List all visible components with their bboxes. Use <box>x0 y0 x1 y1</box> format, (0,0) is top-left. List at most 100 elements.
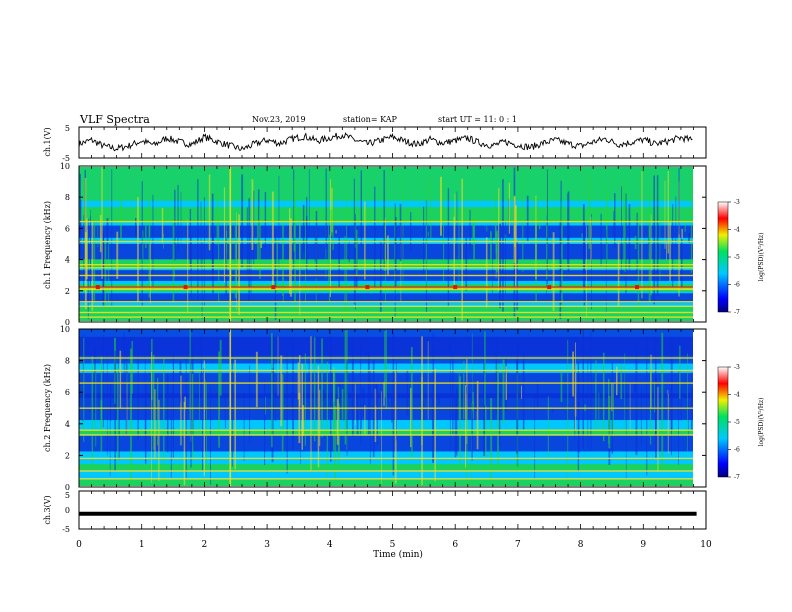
spectrogram-streak <box>552 232 555 311</box>
ch2-spectrogram-image <box>79 329 693 486</box>
spectrogram-streak <box>99 215 102 253</box>
spectrogram-streak <box>410 211 412 251</box>
spectrogram-streak <box>476 381 479 450</box>
spectrogram-streak <box>335 230 337 234</box>
spectrogram-streak <box>234 224 237 299</box>
spectrogram-streak <box>308 169 310 237</box>
ch1-spectrogram-image <box>79 167 693 321</box>
spectrogram-streak <box>109 395 111 477</box>
ch2-colorbar-scale <box>717 366 729 478</box>
spectrogram-streak <box>334 406 337 480</box>
spectrogram-red-line <box>79 286 693 288</box>
ch1-ytick-bottom: -5 <box>62 154 70 163</box>
spectrogram-streak <box>226 184 228 254</box>
colorbar-tick-label: -6 <box>734 447 740 454</box>
spectrogram-streak <box>154 389 156 460</box>
spectrogram-streak <box>402 169 404 291</box>
spectrogram-streak <box>421 336 423 486</box>
x-tick-label: 8 <box>578 540 584 550</box>
spectrogram-streak <box>536 380 539 407</box>
spectrogram-streak <box>646 336 648 476</box>
spectrogram-streak <box>102 230 105 304</box>
spectrogram-streak <box>333 368 336 437</box>
spectrogram-streak <box>142 230 144 268</box>
spectrogram-streak <box>116 231 119 279</box>
x-tick-label: 6 <box>452 540 458 550</box>
spectrogram-streak <box>199 368 200 433</box>
spectrogram-streak <box>313 337 316 442</box>
y-tick-label: 10 <box>60 162 70 171</box>
spectrogram-streak <box>495 338 497 414</box>
spectrogram-streak <box>688 232 690 243</box>
ch1-ytick-top: 5 <box>65 124 70 133</box>
spectrogram-streak <box>356 394 359 435</box>
x-tick-label: 4 <box>327 540 333 550</box>
spectrogram-streak <box>190 356 192 468</box>
spectrogram-band-mid <box>79 307 693 321</box>
spectrogram-streak <box>575 342 576 431</box>
spectrogram-streak <box>315 211 318 279</box>
ch2-colorbar: -3 -4 -5 -6 -7 log(PSD)(V²/Hz) <box>717 364 765 481</box>
spectrogram-streak <box>485 237 488 308</box>
spectrogram-streak <box>456 387 458 456</box>
spectrogram-streak <box>496 230 498 273</box>
spectrogram-band-line <box>79 240 693 243</box>
spectrogram-streak <box>438 397 440 406</box>
spectrogram-streak <box>453 216 455 289</box>
spectrogram-streak <box>614 193 616 248</box>
ch1-colorbar-scale <box>717 201 729 313</box>
spectrogram-streak <box>251 179 254 250</box>
x-tick-label: 10 <box>700 540 712 550</box>
spectrogram-streak <box>661 332 664 470</box>
spectrogram-streak <box>394 203 396 317</box>
spectrogram-streak <box>161 207 164 244</box>
spectrogram-streak <box>183 401 186 486</box>
x-tick-label: 7 <box>515 540 521 550</box>
spectrogram-streak <box>667 393 669 454</box>
spectrogram-streak <box>675 196 677 249</box>
ch1-waveform-panel: 5 -5 ch.1(V) <box>43 124 707 163</box>
spectrogram-streak <box>681 231 683 290</box>
spectrogram-streak <box>282 224 284 296</box>
spectrogram-streak <box>423 206 425 274</box>
spectrogram-streak <box>360 170 362 246</box>
y-tick-label: 8 <box>65 193 70 202</box>
spectrogram-streak <box>586 226 587 317</box>
spectrogram-streak <box>330 209 333 237</box>
spectrogram-streak <box>322 390 325 401</box>
y-tick-label: 2 <box>65 451 70 460</box>
spectrogram-streak <box>678 371 679 465</box>
spectrogram-streak <box>633 382 636 393</box>
spectrogram-streak <box>574 351 576 441</box>
y-tick-label: 10 <box>60 325 70 334</box>
spectrogram-streak <box>395 217 397 287</box>
spectrogram-streak <box>516 357 518 454</box>
spectrogram-red-marker <box>271 285 276 290</box>
spectrogram-streak <box>126 361 128 393</box>
spectrogram-streak <box>471 378 473 461</box>
spectrogram-streak <box>581 233 583 238</box>
x-tick-label: 2 <box>202 540 208 550</box>
spectrogram-streak <box>667 171 669 254</box>
spectrogram-streak <box>87 218 89 320</box>
spectrogram-streak <box>605 230 607 313</box>
spectrogram-streak <box>490 231 492 265</box>
ch1-colorbar: -3 -4 -5 -6 -7 log(PSD)(V²/Hz) <box>717 199 765 316</box>
spectrogram-streak <box>91 356 94 467</box>
spectrogram-streak <box>681 228 683 240</box>
spectrogram-streak <box>486 226 488 232</box>
spectrogram-streak <box>640 390 642 446</box>
spectrogram-streak <box>289 208 291 294</box>
spectrogram-streak <box>666 242 667 260</box>
spectrogram-streak <box>454 394 457 458</box>
spectrogram-streak <box>466 359 468 444</box>
spectrogram-streak <box>336 399 339 445</box>
y-tick-label: 4 <box>65 256 70 265</box>
spectrogram-streak <box>425 180 427 287</box>
ch1-spectrogram-panel: 0 2 4 6 8 10 ch.1 Frequency (kHz) <box>43 162 707 327</box>
spectrogram-streak <box>469 209 471 254</box>
y-tick-label: 6 <box>65 388 70 397</box>
spectrogram-streak <box>521 385 522 399</box>
spectrogram-streak <box>561 201 563 317</box>
spectrogram-streak <box>325 168 327 250</box>
